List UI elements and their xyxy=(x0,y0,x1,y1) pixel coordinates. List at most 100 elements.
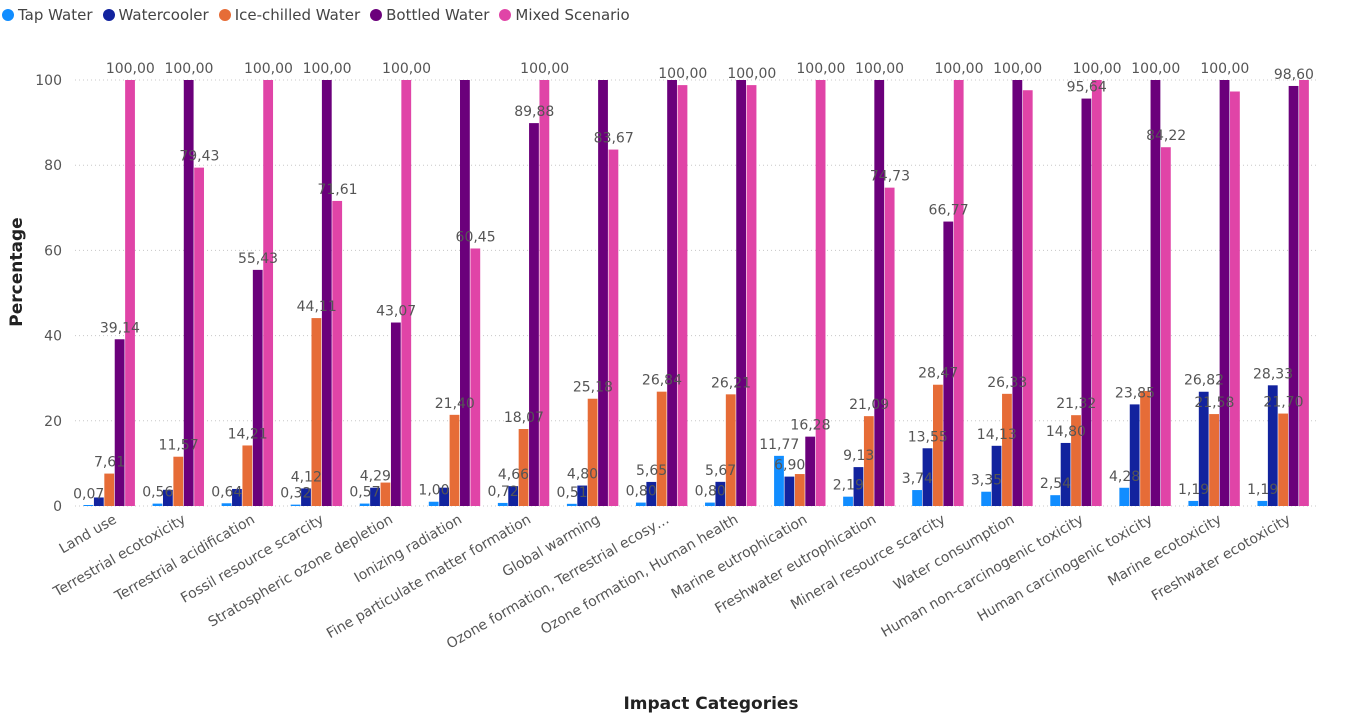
bar[interactable] xyxy=(774,455,784,506)
bar[interactable] xyxy=(232,488,242,506)
legend-item[interactable]: Watercooler xyxy=(102,6,209,24)
bar[interactable] xyxy=(162,489,173,506)
bar[interactable] xyxy=(539,80,550,506)
bar[interactable] xyxy=(173,456,184,506)
bar[interactable] xyxy=(104,473,115,506)
bar[interactable] xyxy=(784,476,795,506)
bar[interactable] xyxy=(805,436,816,506)
bar[interactable] xyxy=(1129,404,1140,506)
bar[interactable] xyxy=(1081,98,1092,506)
legend-item[interactable]: Tap Water xyxy=(2,6,93,24)
bar[interactable] xyxy=(1002,393,1012,506)
bar[interactable] xyxy=(1022,90,1033,506)
bar[interactable] xyxy=(635,502,646,506)
bar[interactable] xyxy=(667,80,677,506)
bar[interactable] xyxy=(263,80,274,506)
bar[interactable] xyxy=(705,502,715,506)
bar[interactable] xyxy=(746,85,757,506)
bar[interactable] xyxy=(1257,500,1268,506)
bar[interactable] xyxy=(359,503,370,506)
bar[interactable] xyxy=(1188,500,1199,506)
bar[interactable] xyxy=(598,80,608,506)
data-label: 5,65 xyxy=(636,463,667,479)
bar[interactable] xyxy=(83,505,94,506)
bar[interactable] xyxy=(439,487,450,506)
bar[interactable] xyxy=(1150,80,1161,506)
bar[interactable] xyxy=(874,80,885,506)
bar[interactable] xyxy=(863,416,874,506)
bar[interactable] xyxy=(853,467,864,506)
bar[interactable] xyxy=(1071,415,1081,506)
bar[interactable] xyxy=(497,502,508,506)
bar[interactable] xyxy=(252,269,263,506)
bar[interactable] xyxy=(587,398,598,506)
bar[interactable] xyxy=(401,80,412,506)
bar[interactable] xyxy=(114,339,125,506)
bar[interactable] xyxy=(242,445,253,506)
bar[interactable] xyxy=(321,80,332,506)
bar[interactable] xyxy=(1299,80,1309,506)
bar[interactable] xyxy=(1119,487,1130,506)
bar[interactable] xyxy=(93,497,104,506)
bar[interactable] xyxy=(183,80,194,506)
bar[interactable] xyxy=(843,496,853,506)
bar[interactable] xyxy=(794,474,805,506)
bar[interactable] xyxy=(991,445,1002,506)
bar[interactable] xyxy=(518,429,529,506)
bar[interactable] xyxy=(1160,147,1171,507)
bar[interactable] xyxy=(677,85,688,506)
bar[interactable] xyxy=(646,481,657,506)
bar[interactable] xyxy=(577,485,588,506)
bar[interactable] xyxy=(301,488,311,506)
bar[interactable] xyxy=(1198,391,1209,506)
bar[interactable] xyxy=(1219,80,1230,506)
data-label: 0,80 xyxy=(695,484,726,500)
bar[interactable] xyxy=(370,487,380,506)
legend-item[interactable]: Ice-chilled Water xyxy=(218,6,360,24)
bar[interactable] xyxy=(428,501,439,506)
bar[interactable] xyxy=(529,123,539,506)
bar[interactable] xyxy=(449,414,460,506)
bar[interactable] xyxy=(1230,91,1240,506)
bar[interactable] xyxy=(1267,385,1278,506)
bar[interactable] xyxy=(194,167,204,506)
bar[interactable] xyxy=(380,482,391,506)
bar[interactable] xyxy=(311,318,322,506)
bar[interactable] xyxy=(656,391,667,506)
bar[interactable] xyxy=(1060,442,1071,506)
bar[interactable] xyxy=(152,503,163,506)
bar[interactable] xyxy=(1278,413,1289,506)
bar[interactable] xyxy=(290,504,301,506)
bar[interactable] xyxy=(1288,85,1299,507)
bar[interactable] xyxy=(736,80,747,506)
bar[interactable] xyxy=(953,80,964,506)
bar[interactable] xyxy=(390,322,401,506)
bar[interactable] xyxy=(608,149,619,506)
bar[interactable] xyxy=(332,200,343,506)
bar[interactable] xyxy=(221,503,232,506)
bar[interactable] xyxy=(922,448,933,506)
legend-item[interactable]: Mixed Scenario xyxy=(499,6,630,24)
bar[interactable] xyxy=(1050,495,1061,506)
bar[interactable] xyxy=(125,80,135,506)
bar[interactable] xyxy=(943,221,954,506)
bar[interactable] xyxy=(566,503,577,506)
legend-label: Mixed Scenario xyxy=(515,6,630,24)
bar[interactable] xyxy=(725,394,736,506)
bar[interactable] xyxy=(884,187,895,506)
bar[interactable] xyxy=(981,491,992,506)
bar[interactable] xyxy=(1140,390,1150,506)
bar[interactable] xyxy=(912,490,922,506)
bar[interactable] xyxy=(470,248,481,506)
bar[interactable] xyxy=(1091,80,1102,506)
bar[interactable] xyxy=(715,481,726,506)
bar[interactable] xyxy=(932,384,943,506)
legend-label: Bottled Water xyxy=(386,6,490,24)
bar[interactable] xyxy=(815,80,826,506)
bar[interactable] xyxy=(508,486,519,506)
bar[interactable] xyxy=(1012,80,1023,506)
bar[interactable] xyxy=(1209,414,1220,506)
bar[interactable] xyxy=(460,80,470,506)
legend-item[interactable]: Bottled Water xyxy=(370,6,489,24)
data-label: 100,00 xyxy=(244,61,293,77)
